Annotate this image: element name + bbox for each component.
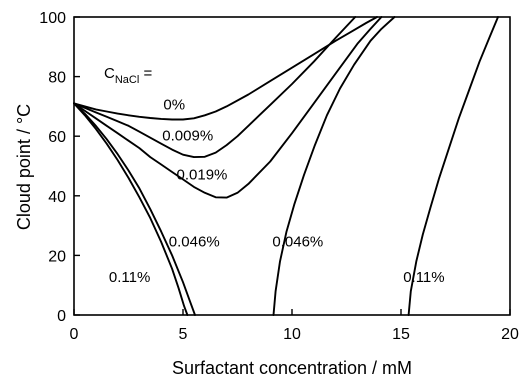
- x-tick-label-3: 15: [392, 326, 410, 343]
- series-line-4: [73, 102, 189, 316]
- series-line-5: [272, 16, 396, 316]
- series-label-5: 0.046%: [272, 234, 323, 251]
- series-line-3: [73, 102, 196, 316]
- series-line-2: [73, 16, 383, 199]
- ticks-layer: 0 5 10 15 20 0 20 40 60 80 100: [39, 10, 519, 343]
- curves-layer: [73, 16, 499, 316]
- legend-title: CNaCl =: [104, 65, 152, 86]
- y-tick-label-0: 0: [57, 308, 66, 325]
- series-label-4: 0.11%: [109, 269, 150, 286]
- legend-title-suffix: =: [139, 65, 152, 82]
- x-tick-label-4: 20: [501, 326, 519, 343]
- series-line-6: [407, 16, 499, 316]
- series-line-1: [73, 16, 357, 159]
- series-line-0: [73, 16, 378, 121]
- x-tick-label-0: 0: [70, 326, 79, 343]
- series-label-1: 0.009%: [162, 128, 213, 145]
- y-tick-label-1: 20: [48, 248, 66, 265]
- series-label-0: 0%: [163, 96, 185, 113]
- series-label-2: 0.019%: [177, 166, 228, 183]
- legend-title-main: C: [104, 65, 115, 82]
- y-tick-label-5: 100: [39, 10, 66, 27]
- annotations-layer: 0% 0.009% 0.019% 0.046% 0.11% 0.046% 0.11%: [109, 96, 445, 286]
- series-label-3: 0.046%: [169, 234, 220, 251]
- x-axis-title: Surfactant concentration / mM: [172, 358, 412, 378]
- x-tick-label-2: 10: [283, 326, 301, 343]
- y-tick-label-3: 60: [48, 129, 66, 146]
- y-tick-label-4: 80: [48, 70, 66, 87]
- series-label-6: 0.11%: [403, 269, 444, 286]
- y-tick-label-2: 40: [48, 189, 66, 206]
- x-tick-label-1: 5: [179, 326, 188, 343]
- y-axis-title: Cloud point / °C: [14, 104, 34, 230]
- legend-title-subscript: NaCl: [115, 74, 139, 86]
